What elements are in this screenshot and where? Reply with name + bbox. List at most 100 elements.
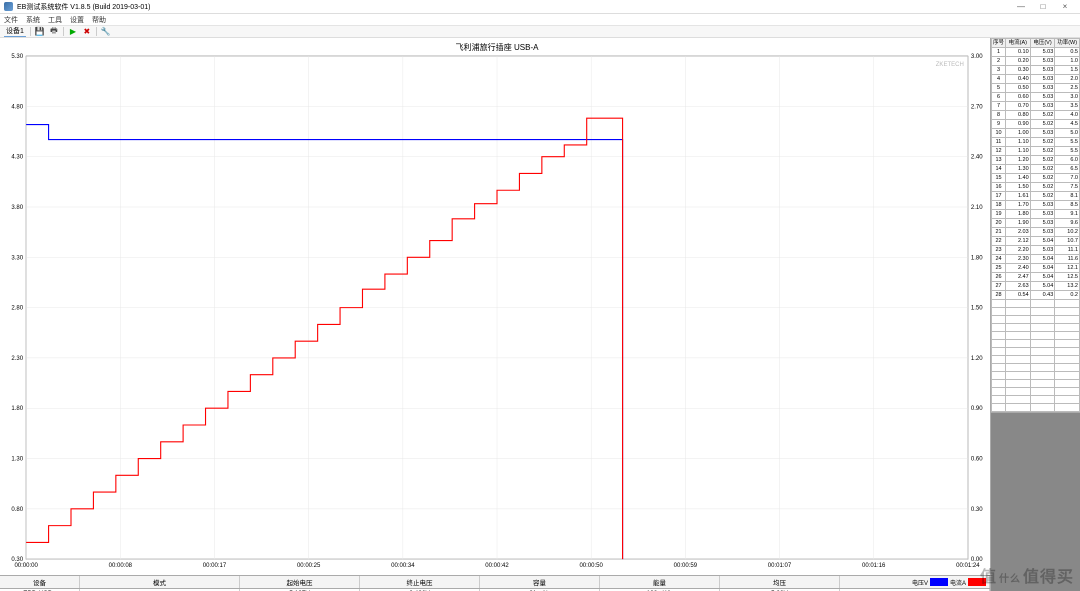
data-table: 序号电流(A)电压(V)功率(W)10.105.030.520.205.031.…: [991, 38, 1080, 412]
table-row: [992, 380, 1080, 388]
table-row[interactable]: 252.405.0412.1: [992, 264, 1080, 273]
table-row[interactable]: 50.505.032.5: [992, 84, 1080, 93]
info-header-row: 设备模式起始电压终止电压容量能量均压电压V电流A: [0, 575, 990, 588]
info-header: 终止电压: [360, 576, 480, 588]
svg-text:2.30: 2.30: [11, 356, 23, 362]
table-row: [992, 340, 1080, 348]
svg-text:3.00: 3.00: [971, 54, 983, 60]
svg-text:00:00:17: 00:00:17: [203, 563, 227, 569]
info-header: 起始电压: [240, 576, 360, 588]
svg-text:1.30: 1.30: [11, 457, 23, 463]
table-row[interactable]: 40.405.032.0: [992, 75, 1080, 84]
info-header: 能量: [600, 576, 720, 588]
svg-text:1.80: 1.80: [971, 255, 983, 261]
table-row: [992, 404, 1080, 412]
table-header: 电流(A): [1006, 39, 1031, 48]
svg-text:0.90: 0.90: [971, 406, 983, 412]
svg-text:0.30: 0.30: [971, 507, 983, 513]
table-row[interactable]: 70.705.033.5: [992, 102, 1080, 111]
svg-text:1.80: 1.80: [11, 406, 23, 412]
svg-text:00:00:00: 00:00:00: [14, 563, 38, 569]
table-row[interactable]: 242.305.0411.6: [992, 255, 1080, 264]
table-row[interactable]: 131.205.026.0: [992, 156, 1080, 165]
menu-help[interactable]: 帮助: [92, 15, 106, 25]
minimize-button[interactable]: —: [1010, 1, 1032, 13]
table-row[interactable]: 222.125.0410.7: [992, 237, 1080, 246]
svg-text:3.30: 3.30: [11, 255, 23, 261]
save-icon[interactable]: 💾: [35, 27, 45, 37]
right-blank-area: [991, 412, 1080, 591]
svg-text:00:01:24: 00:01:24: [956, 563, 980, 569]
svg-text:00:00:34: 00:00:34: [391, 563, 415, 569]
table-row: [992, 348, 1080, 356]
table-row: [992, 324, 1080, 332]
table-row: [992, 396, 1080, 404]
svg-text:ZKETECH: ZKETECH: [936, 62, 964, 68]
table-row[interactable]: 111.105.025.5: [992, 138, 1080, 147]
menu-file[interactable]: 文件: [4, 15, 18, 25]
table-row[interactable]: 280.540.430.2: [992, 291, 1080, 300]
svg-text:3.80: 3.80: [11, 205, 23, 211]
table-row[interactable]: 191.805.039.1: [992, 210, 1080, 219]
info-header: 设备: [0, 576, 80, 588]
svg-text:4.80: 4.80: [11, 104, 23, 110]
svg-text:0.60: 0.60: [971, 457, 983, 463]
table-row[interactable]: 60.605.033.0: [992, 93, 1080, 102]
table-row: [992, 308, 1080, 316]
config-icon[interactable]: 🔧: [101, 27, 111, 37]
svg-text:1.50: 1.50: [971, 306, 983, 312]
table-row[interactable]: 141.305.026.5: [992, 165, 1080, 174]
table-row: [992, 316, 1080, 324]
toolbar: 设备1 💾 🖶 ▶ ✖ 🔧: [0, 26, 1080, 38]
table-row: [992, 372, 1080, 380]
table-row[interactable]: 161.505.027.5: [992, 183, 1080, 192]
svg-text:2.70: 2.70: [971, 104, 983, 110]
table-row[interactable]: 20.205.031.0: [992, 57, 1080, 66]
svg-text:00:01:16: 00:01:16: [862, 563, 886, 569]
window-title: EB测试系统软件 V1.8.5 (Build 2019-03-01): [17, 2, 1010, 12]
play-icon[interactable]: ▶: [68, 27, 78, 37]
menu-settings[interactable]: 设置: [70, 15, 84, 25]
menu-bar: 文件 系统 工具 设置 帮助: [0, 14, 1080, 26]
close-button[interactable]: ×: [1054, 1, 1076, 13]
table-row: [992, 364, 1080, 372]
stop-icon[interactable]: ✖: [82, 27, 92, 37]
table-row[interactable]: 272.635.0413.2: [992, 282, 1080, 291]
svg-text:00:00:42: 00:00:42: [485, 563, 509, 569]
svg-text:00:00:25: 00:00:25: [297, 563, 321, 569]
table-row[interactable]: 80.805.024.0: [992, 111, 1080, 120]
menu-system[interactable]: 系统: [26, 15, 40, 25]
svg-text:00:00:08: 00:00:08: [109, 563, 133, 569]
svg-text:00:00:50: 00:00:50: [579, 563, 603, 569]
chart-area: 飞利浦旅行插座 USB-A ZKETECH 0.30 0.80 1.30 1.80 2.30…: [0, 38, 990, 575]
info-header: 容量: [480, 576, 600, 588]
title-bar: EB测试系统软件 V1.8.5 (Build 2019-03-01) — □ ×: [0, 0, 1080, 14]
table-row[interactable]: 30.305.031.5: [992, 66, 1080, 75]
table-row[interactable]: 171.615.028.1: [992, 192, 1080, 201]
svg-text:0.80: 0.80: [11, 507, 23, 513]
table-row[interactable]: 90.905.024.5: [992, 120, 1080, 129]
svg-text:飞利浦旅行插座 USB-A: 飞利浦旅行插座 USB-A: [456, 42, 540, 52]
maximize-button[interactable]: □: [1032, 1, 1054, 13]
svg-text:2.80: 2.80: [11, 306, 23, 312]
table-row: [992, 356, 1080, 364]
table-row: [992, 300, 1080, 308]
table-row[interactable]: 121.105.025.5: [992, 147, 1080, 156]
table-header: 序号: [992, 39, 1006, 48]
table-row[interactable]: 181.705.038.5: [992, 201, 1080, 210]
table-row[interactable]: 262.475.0412.5: [992, 273, 1080, 282]
table-row[interactable]: 10.105.030.5: [992, 48, 1080, 57]
print-icon[interactable]: 🖶: [49, 27, 59, 37]
table-header: 功率(W): [1055, 39, 1080, 48]
table-row[interactable]: 101.005.035.0: [992, 129, 1080, 138]
menu-tools[interactable]: 工具: [48, 15, 62, 25]
table-row[interactable]: 212.035.0310.2: [992, 228, 1080, 237]
table-row[interactable]: 232.205.0311.1: [992, 246, 1080, 255]
table-row: [992, 388, 1080, 396]
svg-text:2.40: 2.40: [971, 155, 983, 161]
table-row[interactable]: 201.905.039.6: [992, 219, 1080, 228]
device-tab[interactable]: 设备1: [4, 26, 26, 37]
table-row[interactable]: 151.405.027.0: [992, 174, 1080, 183]
table-row: [992, 332, 1080, 340]
svg-text:4.30: 4.30: [11, 155, 23, 161]
